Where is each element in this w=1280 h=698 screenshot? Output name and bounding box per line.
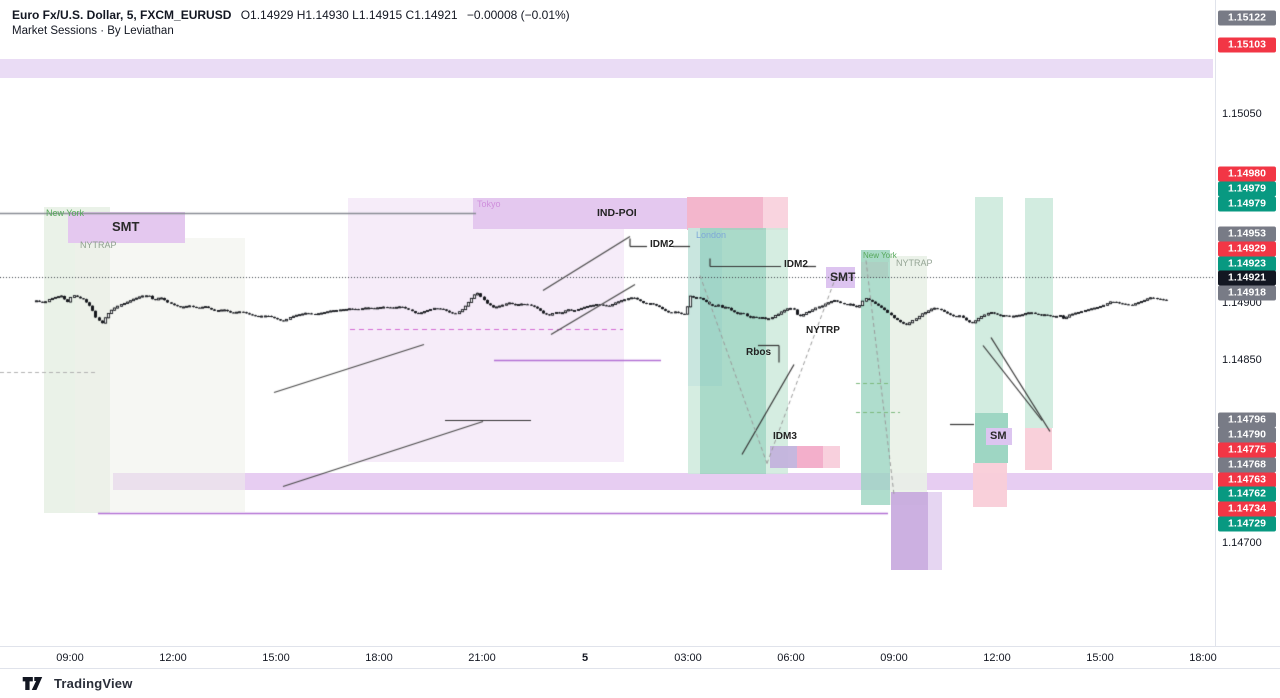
tokyo-label: Tokyo	[477, 199, 501, 209]
price-label-1.15103: 1.15103	[1218, 37, 1276, 53]
price-axis[interactable]: 1.150501.149001.148501.148001.147001.151…	[1215, 0, 1280, 646]
indicator-legend[interactable]: Market Sessions · By Leviathan	[12, 25, 174, 37]
price-label-1.14796: 1.14796	[1218, 412, 1276, 428]
new-york-label-1: New York	[46, 208, 85, 218]
price-label-1.15122: 1.15122	[1218, 10, 1276, 26]
candlestick-canvas[interactable]	[0, 0, 1215, 646]
change-value: −0.00008 (−0.01%)	[466, 8, 570, 22]
time-tick-15:00: 15:00	[262, 652, 290, 664]
nytrp-label: NYTRP	[806, 325, 840, 336]
price-label-1.14763: 1.14763	[1218, 472, 1276, 488]
price-tick-1.14850: 1.14850	[1222, 354, 1262, 366]
footer-bar: TradingView	[0, 668, 1280, 698]
price-label-1.14762: 1.14762	[1218, 486, 1276, 502]
time-tick-12:00: 12:00	[159, 652, 187, 664]
idm2-label-1: IDM2	[650, 239, 674, 250]
time-axis[interactable]: 09:00 12:00 15:00 18:00 21:00 5 03:00 06:00 09:0…	[0, 646, 1280, 669]
time-tick-09:00: 09:00	[56, 652, 84, 664]
price-tick-1.14700: 1.14700	[1222, 537, 1262, 549]
rbos-label: Rbos	[746, 347, 771, 358]
price-label-1.14979: 1.14979	[1218, 181, 1276, 197]
price-label-1.14979: 1.14979	[1218, 196, 1276, 212]
tradingview-logo-icon	[22, 677, 43, 690]
chart-pane[interactable]: New York NYTRAP SMT Tokyo IND-POI London IDM2 I…	[0, 0, 1215, 646]
tradingview-logo-text: TradingView	[54, 676, 133, 691]
time-tick-18:00: 18:00	[1189, 652, 1217, 664]
ind-poi-label: IND-POI	[597, 207, 637, 219]
time-tick-12:00: 12:00	[983, 652, 1011, 664]
idm2-label-2: IDM2	[784, 259, 808, 270]
price-label-1.14734: 1.14734	[1218, 501, 1276, 517]
sm-label: SM	[990, 430, 1007, 442]
nytrap-label-1: NYTRAP	[80, 240, 117, 250]
time-tick-09:00: 09:00	[880, 652, 908, 664]
idm3-label: IDM3	[773, 431, 797, 442]
price-label-1.14929: 1.14929	[1218, 241, 1276, 257]
price-label-1.14768: 1.14768	[1218, 457, 1276, 473]
price-label-1.14729: 1.14729	[1218, 516, 1276, 532]
smt-label-1: SMT	[112, 219, 140, 234]
price-label-1.14980: 1.14980	[1218, 166, 1276, 182]
price-label-1.14790: 1.14790	[1218, 427, 1276, 443]
ohlc-values: O1.14929 H1.14930 L1.14915 C1.14921	[240, 8, 458, 22]
symbol-title[interactable]: Euro Fx/U.S. Dollar, 5, FXCM_EURUSD	[12, 8, 232, 22]
time-tick-21:00: 21:00	[468, 652, 496, 664]
new-york-label-2: New York	[863, 251, 897, 260]
price-label-1.14923: 1.14923	[1218, 256, 1276, 272]
time-tick-03:00: 03:00	[674, 652, 702, 664]
price-label-1.14921: 1.14921	[1218, 270, 1276, 286]
time-tick-06:00: 06:00	[777, 652, 805, 664]
price-label-1.14953: 1.14953	[1218, 226, 1276, 242]
symbol-legend[interactable]: Euro Fx/U.S. Dollar, 5, FXCM_EURUSD O1.1…	[12, 8, 570, 22]
smt-label-2: SMT	[830, 270, 856, 284]
time-tick-5: 5	[581, 652, 589, 664]
nytrap-label-2: NYTRAP	[896, 258, 933, 268]
time-tick-18:00: 18:00	[365, 652, 393, 664]
london-label: London	[696, 230, 727, 240]
price-tick-1.15050: 1.15050	[1222, 108, 1262, 120]
tradingview-logo[interactable]: TradingView	[22, 676, 133, 691]
time-tick-15:00: 15:00	[1086, 652, 1114, 664]
price-label-1.14918: 1.14918	[1218, 285, 1276, 301]
price-label-1.14775: 1.14775	[1218, 442, 1276, 458]
